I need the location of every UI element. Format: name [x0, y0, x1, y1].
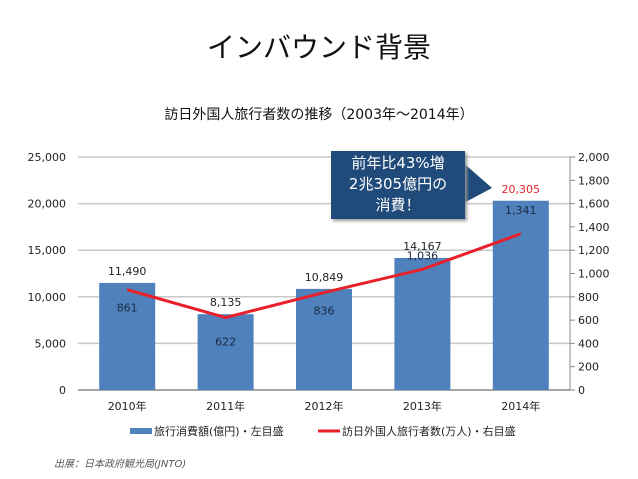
x-tick-label: 2011年 — [206, 399, 245, 413]
legend-bar-label: 旅行消費額(億円)・左目盛 — [154, 424, 284, 438]
left-tick-label: 5,000 — [35, 337, 67, 350]
callout-line: 前年比43%増 — [351, 154, 445, 172]
bar-data-label: 10,849 — [305, 271, 344, 284]
bar — [492, 200, 549, 390]
legend-bar-swatch — [130, 428, 152, 434]
bar-data-label: 14,167 — [403, 240, 442, 253]
callout-line: 消費！ — [375, 196, 421, 214]
line-data-label: 861 — [117, 302, 138, 315]
right-tick-label: 0 — [578, 384, 585, 397]
right-tick-label: 1,200 — [578, 244, 610, 257]
line-data-label: 1,036 — [407, 249, 439, 262]
left-tick-label: 15,000 — [28, 244, 67, 257]
right-tick-label: 1,600 — [578, 198, 610, 211]
source-note: 出展：日本政府観光局(JNTO) — [54, 459, 187, 470]
callout-box: 前年比43%増 2兆305億円の 消費！ — [331, 151, 465, 219]
x-tick-label: 2014年 — [501, 399, 540, 413]
right-tick-label: 600 — [578, 314, 599, 327]
bar-data-label: 20,305 — [502, 183, 541, 196]
right-tick-label: 1,800 — [578, 174, 610, 187]
bar — [394, 257, 451, 390]
left-tick-label: 20,000 — [28, 198, 67, 211]
left-tick-label: 25,000 — [28, 151, 67, 164]
right-tick-label: 400 — [578, 337, 599, 350]
bar — [99, 282, 156, 390]
left-tick-label: 10,000 — [28, 291, 67, 304]
line-data-label: 836 — [314, 305, 335, 318]
chart-title: 訪日外国人旅行者数の推移（2003年〜2014年） — [164, 107, 474, 123]
bar-data-label: 8,135 — [210, 296, 242, 309]
left-tick-label: 0 — [59, 384, 66, 397]
right-tick-label: 800 — [578, 291, 599, 304]
line-data-label: 622 — [215, 336, 236, 349]
line-series — [126, 232, 522, 320]
bar-data-label: 11,490 — [108, 265, 147, 278]
bar — [197, 314, 254, 390]
right-tick-label: 200 — [578, 361, 599, 374]
x-tick-label: 2013年 — [403, 399, 442, 413]
line-data-label: 1,341 — [505, 204, 537, 217]
bar — [296, 288, 352, 390]
x-tick-label: 2012年 — [305, 399, 344, 413]
callout-line: 2兆305億円の — [348, 175, 448, 193]
page-title: インバウンド背景 — [206, 31, 431, 64]
right-tick-label: 1,400 — [578, 221, 610, 234]
x-tick-label: 2010年 — [108, 399, 147, 413]
right-tick-label: 1,000 — [578, 268, 610, 281]
legend-line-label: 訪日外国人旅行者数(万人)・右目盛 — [342, 424, 516, 438]
right-tick-label: 2,000 — [578, 151, 610, 164]
